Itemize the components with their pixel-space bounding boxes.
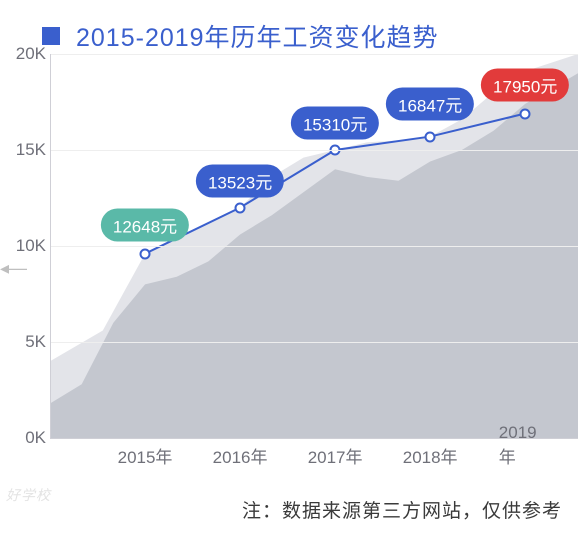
gridline [50, 150, 578, 151]
y-axis-line [50, 54, 51, 438]
value-label: 15310元 [291, 107, 379, 140]
footnote: 注：数据来源第三方网站，仅供参考 [242, 496, 562, 523]
x-axis-label: 2017年 [308, 443, 363, 468]
value-label: 12648元 [101, 208, 189, 241]
chart-area: 12648元13523元15310元16847元17950元 0K 5K 10K 15… [8, 54, 578, 474]
gridline [50, 54, 578, 55]
gridline [50, 246, 578, 247]
y-axis-label: 0K [25, 428, 46, 448]
chart-title: 2015-2019年历年工资变化趋势 [76, 18, 439, 54]
y-axis-label: 20K [16, 44, 46, 64]
value-label: 16847元 [386, 87, 474, 120]
data-point [520, 108, 531, 119]
y-axis-label: 10K [16, 236, 46, 256]
gridline [50, 342, 578, 343]
y-axis-label: 5K [25, 332, 46, 352]
watermark: 好学校 [6, 485, 51, 505]
data-point [425, 131, 436, 142]
value-label: 13523元 [196, 164, 284, 197]
x-axis-label: 2018年 [403, 443, 458, 468]
x-axis-label: 2016年 [213, 443, 268, 468]
title-marker [42, 27, 60, 45]
chart-title-row: 2015-2019年历年工资变化趋势 [0, 0, 580, 54]
value-label: 17950元 [481, 68, 569, 101]
data-point [235, 202, 246, 213]
x-axis-label: 2015年 [118, 443, 173, 468]
data-point [140, 248, 151, 259]
x-axis-label: 2019年 [499, 423, 552, 468]
y-axis-label: 15K [16, 140, 46, 160]
